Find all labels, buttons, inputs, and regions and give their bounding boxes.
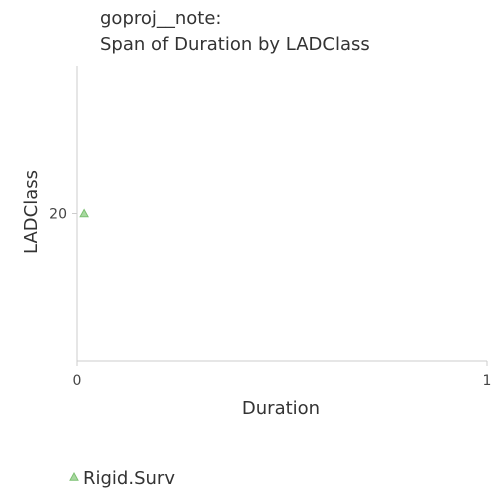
legend: Rigid.Surv: [69, 468, 175, 489]
chart-title-line-1: goproj__note:: [100, 8, 222, 29]
x-tick-label: 0: [73, 373, 82, 389]
data-point[interactable]: [79, 208, 89, 218]
y-axis-title: LADClass: [21, 170, 42, 254]
x-tick-label: 1: [483, 373, 492, 389]
y-axis-ticks: 20: [49, 207, 77, 223]
legend-label: Rigid.Surv: [83, 468, 175, 489]
chart-title-line-2: Span of Duration by LADClass: [100, 34, 370, 55]
y-tick-label: 20: [49, 207, 67, 223]
legend-marker: [69, 471, 79, 481]
plot-points: [79, 208, 89, 218]
x-axis-title: Duration: [242, 398, 320, 419]
